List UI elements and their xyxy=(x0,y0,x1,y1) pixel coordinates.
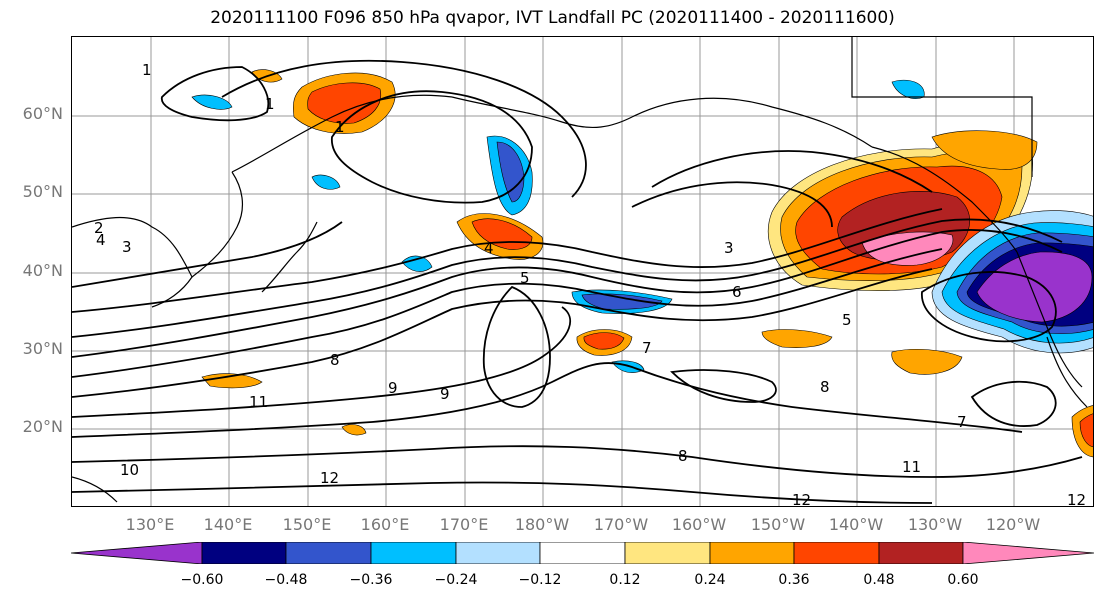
lon-label: 160°E xyxy=(360,515,410,534)
contour-label: 5 xyxy=(842,311,852,329)
lon-label: 140°E xyxy=(203,515,253,534)
colorbar-segment xyxy=(624,542,711,564)
map-title: 2020111100 F096 850 hPa qvapor, IVT Land… xyxy=(210,8,895,28)
contour-label: 4 xyxy=(484,239,494,257)
colorbar-segment xyxy=(878,542,964,564)
lon-label: 120°W xyxy=(985,515,1041,534)
contour-label: 4 xyxy=(96,231,106,249)
contour-label: 1 xyxy=(265,95,275,113)
colorbar-segment xyxy=(793,542,880,564)
contour-labels: 1 1 1 2 3 4 4 5 6 3 5 7 8 9 9 8 8 10 11 … xyxy=(94,61,1086,507)
colorbar-segment xyxy=(539,542,626,564)
lon-label: 130°W xyxy=(907,515,963,534)
contour-label: 7 xyxy=(642,339,652,357)
contour-label: 3 xyxy=(724,239,734,257)
colorbar-tick-label: 0.36 xyxy=(778,572,810,588)
colorbar-tick-label: −0.60 xyxy=(180,572,224,588)
colorbar xyxy=(71,542,1094,564)
lon-label: 170°W xyxy=(593,515,649,534)
lat-label: 60°N xyxy=(22,104,63,123)
colorbar-segment xyxy=(201,542,287,564)
contour-label: 10 xyxy=(120,461,139,479)
colorbar-segment xyxy=(455,542,541,564)
contour-label: 6 xyxy=(732,283,742,301)
colorbar-tick-label: 0.24 xyxy=(694,572,726,588)
lon-label: 160°W xyxy=(671,515,727,534)
colorbar-segment xyxy=(709,542,795,564)
ivt-contours xyxy=(72,59,1083,504)
lon-label: 140°W xyxy=(828,515,884,534)
lat-label: 20°N xyxy=(22,417,63,436)
colorbar-tick-label: −0.24 xyxy=(434,572,478,588)
contour-label: 1 xyxy=(142,61,152,79)
lat-label: 30°N xyxy=(22,339,63,358)
colorbar-tick-label: −0.12 xyxy=(518,572,562,588)
map-panel: 1 1 1 2 3 4 4 5 6 3 5 7 8 9 9 8 8 10 11 … xyxy=(71,36,1094,507)
lon-label: 150°E xyxy=(282,515,332,534)
contour-label: 8 xyxy=(820,378,830,396)
colorbar-segment xyxy=(962,542,1094,564)
contour-label: 2 xyxy=(94,219,104,237)
colorbar-tick-label: −0.48 xyxy=(264,572,308,588)
contour-label: 7 xyxy=(957,413,967,431)
anomaly-fill xyxy=(191,69,1093,458)
gridlines xyxy=(72,37,1093,506)
contour-label: 12 xyxy=(320,469,339,487)
colorbar-tick-label: −0.36 xyxy=(349,572,393,588)
colorbar-tick-label: 0.12 xyxy=(609,572,641,588)
contour-label: 11 xyxy=(249,393,268,411)
lat-label: 50°N xyxy=(22,182,63,201)
contour-label: 3 xyxy=(122,238,132,256)
contour-label: 9 xyxy=(440,385,450,403)
contour-label: 12 xyxy=(1067,491,1086,507)
contour-label: 11 xyxy=(902,458,921,476)
colorbar-tick-label: 0.60 xyxy=(947,572,979,588)
lon-label: 180°W xyxy=(514,515,570,534)
contour-label: 8 xyxy=(678,447,688,465)
contour-label: 8 xyxy=(330,351,340,369)
contour-label: 5 xyxy=(520,269,530,287)
lon-label: 130°E xyxy=(125,515,175,534)
contour-label: 12 xyxy=(792,491,811,507)
contour-label: 9 xyxy=(388,379,398,397)
contour-label: 1 xyxy=(335,118,345,136)
lat-label: 40°N xyxy=(22,261,63,280)
colorbar-tick-label: 0.48 xyxy=(863,572,895,588)
lon-label: 170°E xyxy=(439,515,489,534)
colorbar-segment xyxy=(370,542,457,564)
lon-label: 150°W xyxy=(750,515,806,534)
map-canvas: 1 1 1 2 3 4 4 5 6 3 5 7 8 9 9 8 8 10 11 … xyxy=(72,37,1093,507)
colorbar-segment xyxy=(71,542,203,564)
colorbar-segment xyxy=(285,542,372,564)
